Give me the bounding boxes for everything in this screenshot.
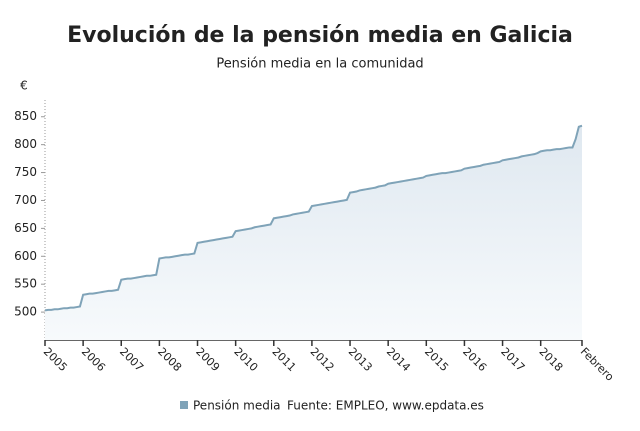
- y-unit: €: [20, 79, 28, 93]
- x-tick-label: 2018: [536, 345, 565, 374]
- x-tick-label: 2013: [346, 345, 375, 374]
- chart-title: Evolución de la pensión media en Galicia: [67, 23, 573, 48]
- plot-area: 500 550 600 650 700 750 800 850 2005 2006 2007 2008…: [14, 100, 617, 384]
- x-tick-label: 2011: [270, 345, 299, 374]
- x-tick-label: 2012: [308, 345, 337, 374]
- y-tick-label: 650: [14, 221, 37, 235]
- y-tick-label: 700: [14, 193, 37, 207]
- x-tick-label: 2009: [193, 345, 222, 374]
- x-tick-label: 2014: [384, 345, 413, 374]
- x-tick-label: 2015: [422, 345, 451, 374]
- x-tick-label: 2017: [498, 345, 527, 374]
- source: Fuente: EMPLEO, www.epdata.es: [287, 399, 484, 413]
- y-tick-label: 850: [14, 109, 37, 123]
- y-tick-label: 750: [14, 165, 37, 179]
- x-tick-label: 2010: [231, 345, 260, 374]
- y-tick-label: 500: [14, 305, 37, 319]
- area: [45, 125, 582, 340]
- x-tick-label: 2005: [41, 345, 70, 374]
- x-tick-label: Febrero: [578, 345, 617, 384]
- y-tick-label: 800: [14, 137, 37, 151]
- y-tick-label: 600: [14, 249, 37, 263]
- y-tick-label: 550: [14, 277, 37, 291]
- x-tick-label: 2008: [155, 345, 184, 374]
- line: [44, 124, 583, 312]
- x-tick-label: 2007: [117, 345, 146, 374]
- chart-subtitle: Pensión media en la comunidad: [216, 57, 423, 72]
- x-tick-label: 2006: [79, 345, 108, 374]
- x-tick-label: 2016: [460, 345, 489, 374]
- legend-swatch: [180, 401, 188, 409]
- legend-label: Pensión media: [193, 399, 281, 413]
